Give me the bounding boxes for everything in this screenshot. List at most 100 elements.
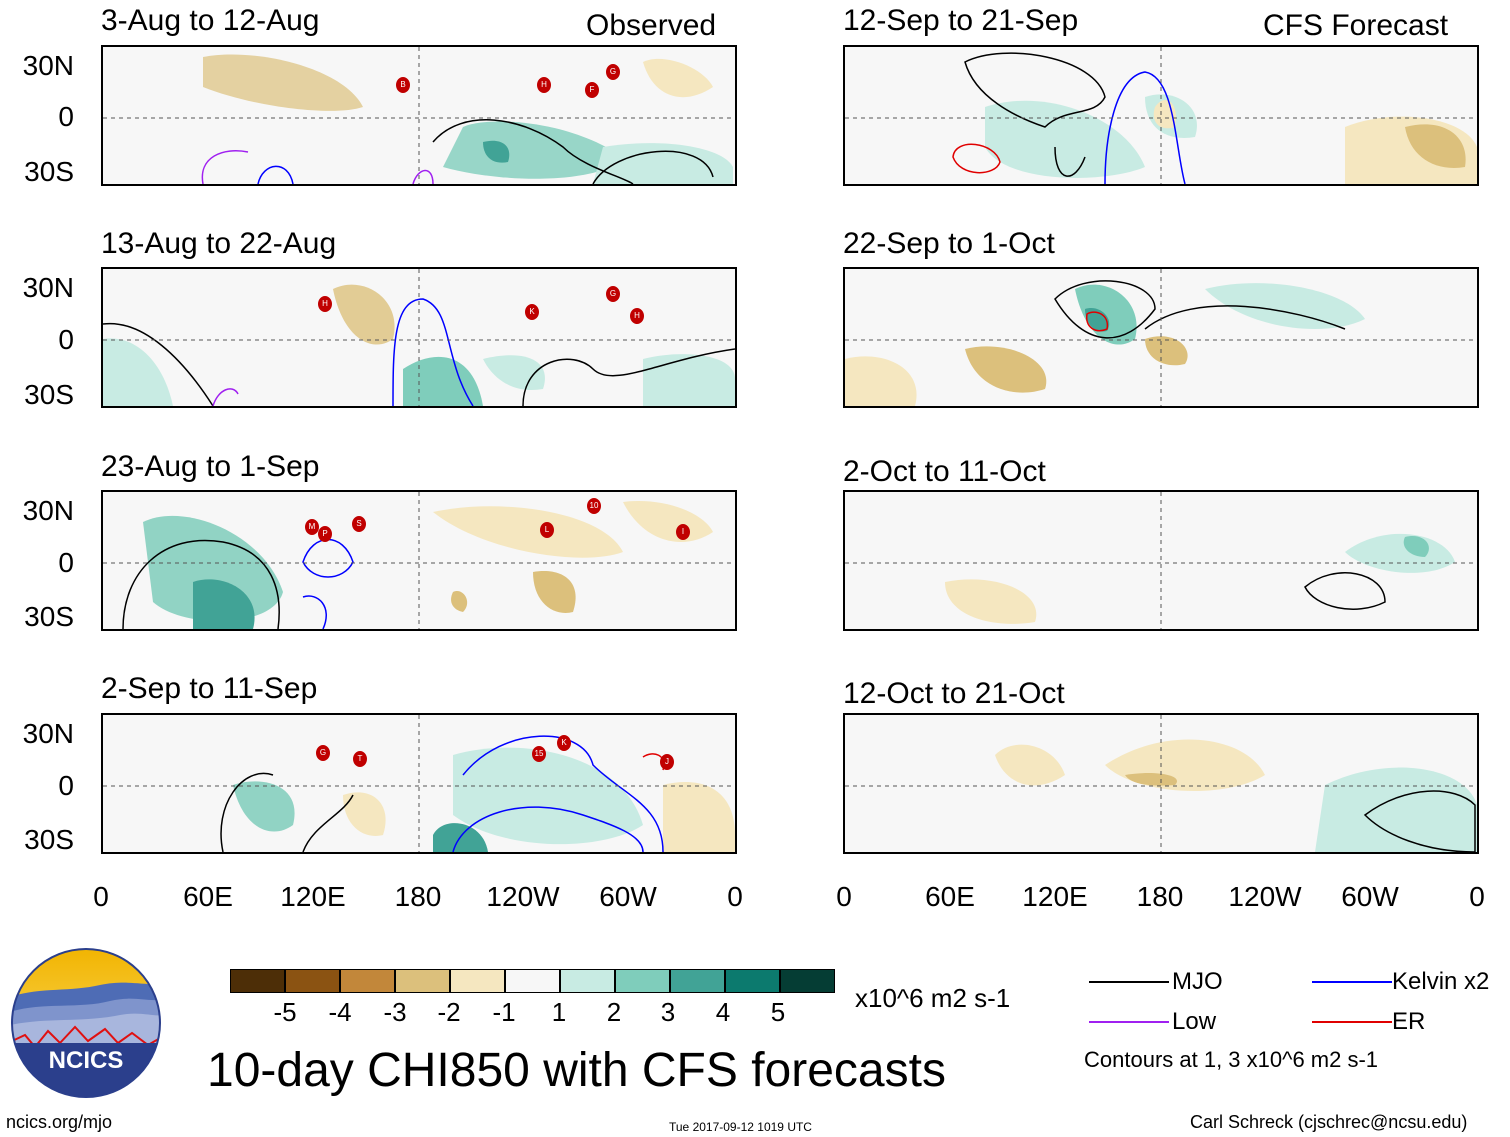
panel-title-obs-2: 13-Aug to 22-Aug bbox=[101, 227, 337, 260]
forecast-header: CFS Forecast bbox=[1263, 9, 1449, 42]
storm-marker-p2-5: I bbox=[676, 524, 690, 540]
map-panel-obs-3 bbox=[101, 490, 737, 631]
colorbar-swatch-3 bbox=[395, 969, 450, 993]
legend-label-er: ER bbox=[1392, 1008, 1426, 1035]
lon-label-right-120e: 120E bbox=[1022, 881, 1088, 912]
map-panel-obs-2 bbox=[101, 267, 737, 408]
colorbar-swatch-10 bbox=[780, 969, 835, 993]
map-panel-fcst-2 bbox=[843, 267, 1479, 408]
colorbar-swatch-7 bbox=[615, 969, 670, 993]
colorbar-label-p3: 3 bbox=[660, 997, 676, 1027]
storm-marker-p1-2: G bbox=[606, 286, 620, 302]
colorbar-label-m3: -3 bbox=[383, 997, 407, 1027]
lon-label-right-60w: 60W bbox=[1341, 881, 1399, 912]
colorbar-swatch-0 bbox=[230, 969, 285, 993]
storm-marker-p2-1: P bbox=[318, 526, 332, 542]
map-panel-obs-1 bbox=[101, 45, 737, 186]
lat-label-30n-p1: 30N bbox=[22, 272, 74, 303]
colorbar-swatch-6 bbox=[560, 969, 615, 993]
lat-label-30n-p0: 30N bbox=[22, 50, 74, 81]
colorbar-label-m1: -1 bbox=[492, 997, 516, 1027]
observed-header: Observed bbox=[586, 9, 717, 42]
lat-label-eq-p1: 0 bbox=[58, 324, 74, 355]
storm-marker-p0-2: F bbox=[585, 82, 599, 98]
storm-marker-p2-3: L bbox=[540, 522, 554, 538]
lon-label-left-60w: 60W bbox=[599, 881, 657, 912]
storm-marker-p0-0: B bbox=[396, 77, 410, 93]
lon-label-left-120w: 120W bbox=[486, 881, 560, 912]
legend-line-mjo bbox=[1089, 981, 1169, 983]
storm-marker-p3-0: G bbox=[316, 745, 330, 761]
storm-marker-p2-4: 10 bbox=[587, 498, 601, 514]
logo-text: NCICS bbox=[49, 1047, 124, 1074]
colorbar-label-p5: 5 bbox=[770, 997, 786, 1027]
storm-marker-p3-2: 15 bbox=[532, 746, 546, 762]
lon-label-left-end: 0 bbox=[727, 881, 743, 912]
colorbar-swatch-2 bbox=[340, 969, 395, 993]
storm-marker-p1-0: H bbox=[318, 296, 332, 312]
lon-label-right-180: 180 bbox=[1136, 881, 1184, 912]
legend-label-mjo: MJO bbox=[1172, 968, 1223, 995]
footer-author: Carl Schreck (cjschrec@ncsu.edu) bbox=[1190, 1112, 1468, 1132]
colorbar-swatch-9 bbox=[725, 969, 780, 993]
panel-title-fcst-2: 22-Sep to 1-Oct bbox=[843, 227, 1055, 260]
lon-label-left-120e: 120E bbox=[280, 881, 346, 912]
panel-title-fcst-3: 2-Oct to 11-Oct bbox=[843, 455, 1046, 488]
map-panel-fcst-4 bbox=[843, 713, 1479, 854]
colorbar-label-m2: -2 bbox=[437, 997, 461, 1027]
ncics-logo[interactable]: NCICS bbox=[10, 947, 162, 1099]
lon-label-left-60e: 60E bbox=[183, 881, 233, 912]
storm-marker-p3-3: K bbox=[557, 735, 571, 751]
panel-title-obs-3: 23-Aug to 1-Sep bbox=[101, 450, 320, 483]
figure-title: 10-day CHI850 with CFS forecasts bbox=[207, 1044, 946, 1097]
colorbar-swatch-8 bbox=[670, 969, 725, 993]
colorbar-swatch-1 bbox=[285, 969, 340, 993]
colorbar-units: x10^6 m2 s-1 bbox=[855, 983, 1011, 1013]
lat-label-30s-p2: 30S bbox=[24, 601, 74, 632]
storm-marker-p3-4: J bbox=[660, 754, 674, 770]
map-panel-fcst-3 bbox=[843, 490, 1479, 631]
colorbar-swatch-4 bbox=[450, 969, 505, 993]
colorbar-label-p1: 1 bbox=[551, 997, 567, 1027]
lon-label-left-0: 0 bbox=[93, 881, 109, 912]
lat-label-30n-p2: 30N bbox=[22, 495, 74, 526]
lat-label-eq-p2: 0 bbox=[58, 547, 74, 578]
colorbar-label-p2: 2 bbox=[606, 997, 622, 1027]
legend-label-low: Low bbox=[1172, 1008, 1217, 1035]
storm-marker-p3-1: T bbox=[353, 751, 367, 767]
legend-line-er bbox=[1312, 1021, 1392, 1023]
panel-title-obs-1: 3-Aug to 12-Aug bbox=[101, 4, 320, 37]
storm-marker-p1-3: H bbox=[630, 308, 644, 324]
storm-marker-p2-2: S bbox=[352, 516, 366, 532]
panel-title-obs-4: 2-Sep to 11-Sep bbox=[101, 672, 318, 705]
storm-marker-p0-1: H bbox=[537, 77, 551, 93]
lat-label-30s-p3: 30S bbox=[24, 824, 74, 855]
colorbar-swatch-5 bbox=[505, 969, 560, 993]
storm-marker-p2-0: M bbox=[305, 519, 319, 535]
lat-label-30s-p0: 30S bbox=[24, 156, 74, 187]
contour-note: Contours at 1, 3 x10^6 m2 s-1 bbox=[1084, 1047, 1379, 1072]
lat-label-eq-p0: 0 bbox=[58, 101, 74, 132]
legend-line-kelvin bbox=[1312, 981, 1392, 983]
lon-label-left-180: 180 bbox=[394, 881, 442, 912]
lat-label-30s-p1: 30S bbox=[24, 379, 74, 410]
lon-label-right-0: 0 bbox=[836, 881, 852, 912]
map-panel-obs-4 bbox=[101, 713, 737, 854]
colorbar-label-m5: -5 bbox=[273, 997, 297, 1027]
footer-timestamp: Tue 2017-09-12 1019 UTC bbox=[669, 1120, 812, 1134]
lon-label-right-end: 0 bbox=[1469, 881, 1485, 912]
storm-marker-p1-1: K bbox=[525, 304, 539, 320]
storm-marker-p0-3: G bbox=[606, 64, 620, 80]
legend-label-kelvin: Kelvin x2 bbox=[1392, 968, 1490, 995]
lon-label-right-60e: 60E bbox=[925, 881, 975, 912]
lat-label-30n-p3: 30N bbox=[22, 718, 74, 749]
map-panel-fcst-1 bbox=[843, 45, 1479, 186]
colorbar-label-m4: -4 bbox=[328, 997, 352, 1027]
lat-label-eq-p3: 0 bbox=[58, 770, 74, 801]
footer-url[interactable]: ncics.org/mjo bbox=[6, 1112, 113, 1132]
panel-title-fcst-1: 12-Sep to 21-Sep bbox=[843, 4, 1079, 37]
legend-line-low bbox=[1089, 1021, 1169, 1023]
panel-title-fcst-4: 12-Oct to 21-Oct bbox=[843, 677, 1065, 710]
lon-label-right-120w: 120W bbox=[1228, 881, 1302, 912]
colorbar-label-p4: 4 bbox=[715, 997, 731, 1027]
